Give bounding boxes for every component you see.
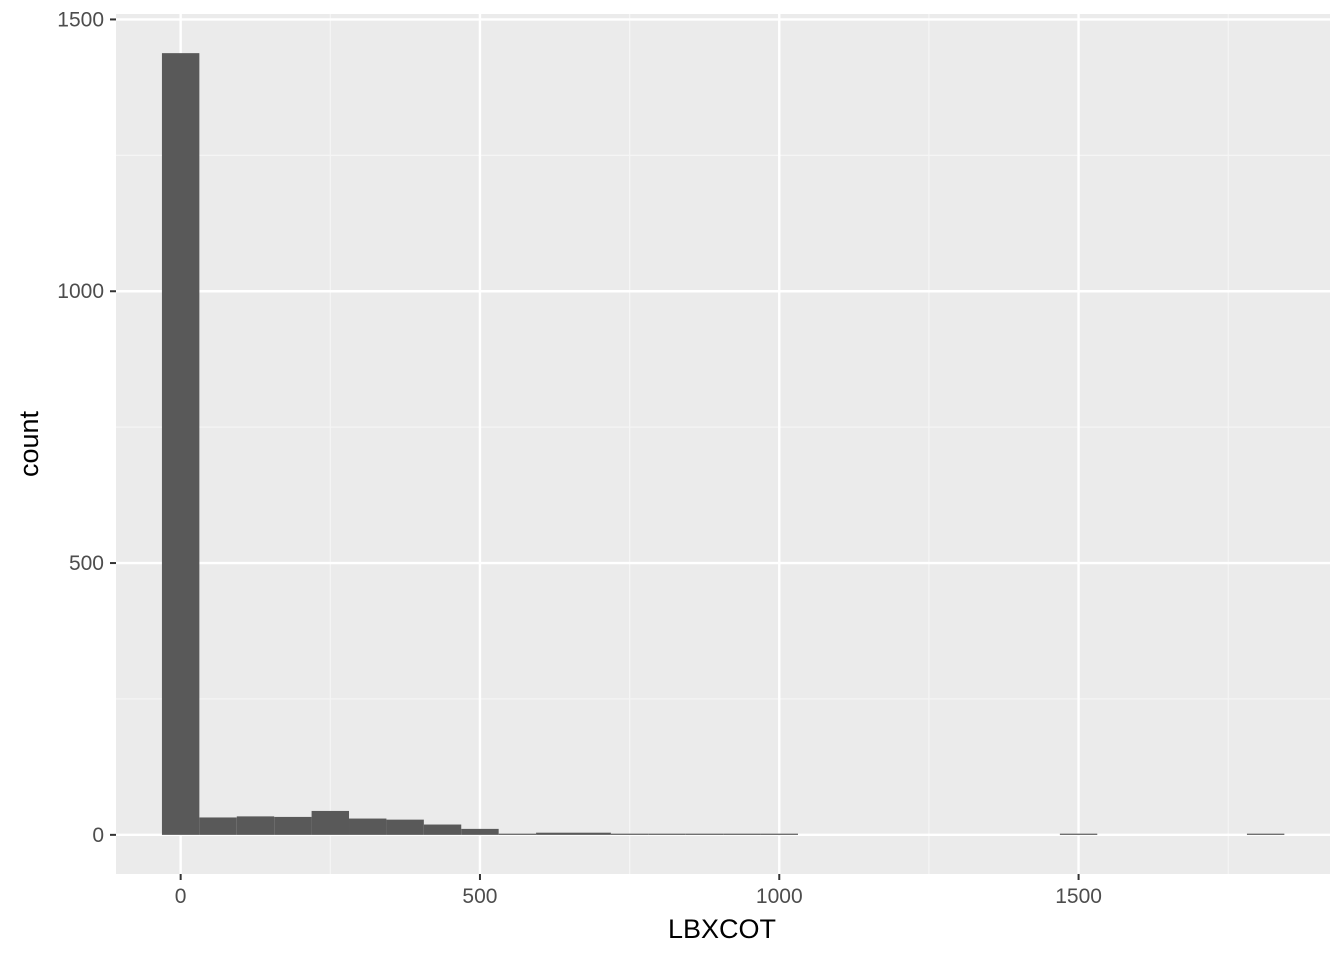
histogram-bar bbox=[199, 817, 237, 835]
histogram-bar bbox=[685, 833, 724, 835]
histogram-bar bbox=[423, 824, 462, 835]
histogram-bar bbox=[236, 816, 275, 835]
major-gridlines bbox=[116, 14, 1330, 874]
histogram-bar bbox=[311, 810, 350, 835]
x-axis-title: LBXCOT bbox=[668, 914, 776, 944]
histogram-bar bbox=[349, 818, 387, 835]
histogram-bar bbox=[1246, 833, 1285, 835]
y-tick-label: 500 bbox=[69, 552, 104, 575]
histogram-bar bbox=[161, 53, 200, 835]
histogram-bar bbox=[274, 816, 312, 835]
histogram-bar bbox=[1059, 833, 1098, 835]
histogram-bar bbox=[386, 819, 424, 835]
x-tick-label: 0 bbox=[175, 885, 187, 908]
y-axis: 0 500 1000 1500 bbox=[57, 8, 116, 847]
histogram-bar bbox=[760, 833, 798, 835]
y-tick-label: 0 bbox=[92, 824, 104, 847]
plot-panel bbox=[116, 14, 1330, 874]
histogram-bar bbox=[573, 832, 611, 835]
histogram-bar bbox=[610, 833, 649, 835]
x-tick-label: 500 bbox=[462, 885, 497, 908]
y-axis-title: count bbox=[14, 410, 44, 477]
y-tick-label: 1000 bbox=[57, 280, 104, 303]
minor-gridlines bbox=[116, 14, 1330, 874]
x-tick-label: 1500 bbox=[1055, 885, 1102, 908]
histogram-bar bbox=[723, 833, 761, 835]
x-tick-label: 1000 bbox=[756, 885, 803, 908]
histogram-bars bbox=[161, 53, 1285, 835]
histogram-bar bbox=[461, 828, 499, 835]
histogram-bar bbox=[498, 833, 537, 835]
histogram-bar bbox=[536, 832, 574, 835]
y-tick-label: 1500 bbox=[57, 8, 104, 31]
x-axis: 0 500 1000 1500 bbox=[175, 874, 1102, 908]
histogram-bar bbox=[648, 833, 686, 835]
